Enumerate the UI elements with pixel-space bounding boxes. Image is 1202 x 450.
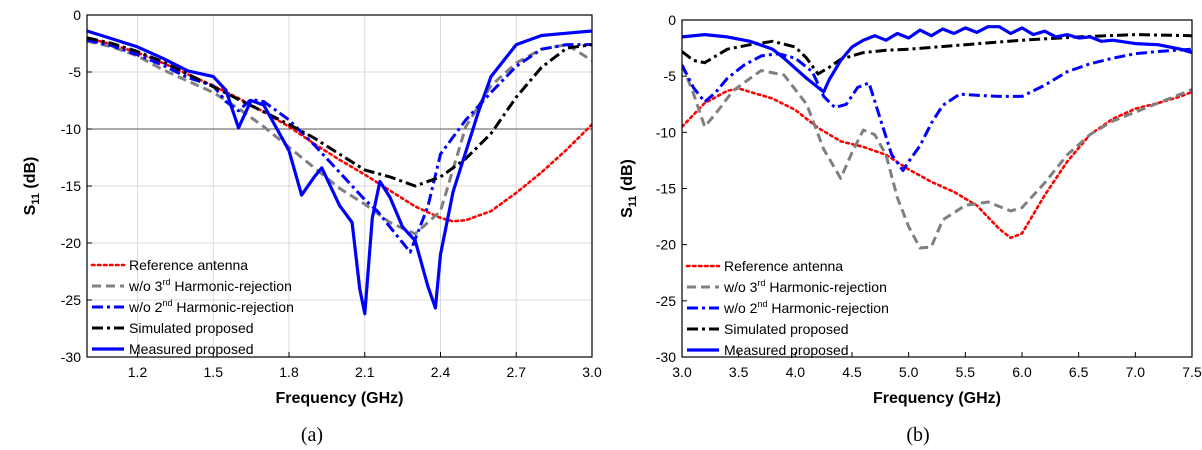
x-tick-label-8: 7.0 <box>1126 364 1146 380</box>
legend-label-0: Reference antenna <box>129 257 248 273</box>
y-axis-label: S11 (dB) <box>22 157 42 216</box>
y-axis-label-sub: 11 <box>30 193 42 205</box>
panel-caption: (a) <box>301 424 323 446</box>
legend: Reference antenna w/o 3rd Harmonic-reject… <box>90 257 294 357</box>
x-tick-label-9: 7.5 <box>1182 364 1202 380</box>
legend-label-part: Harmonic-rejection <box>767 300 888 316</box>
legend-label-superscript: rd <box>757 278 765 288</box>
x-tick-label-5: 2.7 <box>507 364 527 380</box>
series-line-4 <box>87 29 592 316</box>
legend-label-superscript: rd <box>162 277 170 287</box>
y-tick-label-3: -15 <box>61 178 81 194</box>
x-tick-label-5: 5.5 <box>956 364 976 380</box>
chart-panel-a: 1.2 1.5 1.8 2.1 2.4 2.7 3.0 0 -5 -10 -15 -20 -25 -30 F… <box>22 7 602 446</box>
legend-label-4: Measured proposed <box>724 342 849 358</box>
legend-label-4: Measured proposed <box>129 341 254 357</box>
series-line-3 <box>87 36 592 188</box>
legend-label-superscript: nd <box>757 299 767 309</box>
legend-label-part: w/o 3 <box>128 278 163 294</box>
legend-label-part: Harmonic-rejection <box>170 278 291 294</box>
x-axis-label: Frequency (GHz) <box>275 390 403 407</box>
x-tick-label-3: 4.5 <box>842 364 862 380</box>
x-tick-label-0: 1.2 <box>128 364 148 380</box>
x-tick-label-3: 2.1 <box>355 364 375 380</box>
legend-label-2: w/o 2nd Harmonic-rejection <box>128 298 294 315</box>
x-tick-label-6: 6.0 <box>1012 364 1032 380</box>
legend-label-part: w/o 3 <box>723 279 758 295</box>
legend-label-0: Reference antenna <box>724 258 843 274</box>
y-axis-label-rest: (dB) <box>22 157 39 193</box>
x-tick-label-4: 5.0 <box>899 364 919 380</box>
x-tick-label-7: 6.5 <box>1069 364 1089 380</box>
y-tick-label-4: -20 <box>61 235 81 251</box>
legend-label-3: Simulated proposed <box>129 320 254 336</box>
legend-label-part: Harmonic-rejection <box>765 279 886 295</box>
y-tick-label-0: 0 <box>73 7 81 23</box>
series-line-2 <box>682 47 1192 172</box>
y-tick-label-5: -25 <box>656 293 676 309</box>
x-axis-label: Frequency (GHz) <box>873 390 1001 407</box>
y-tick-label-1: -5 <box>69 64 82 80</box>
legend-label-part: w/o 2 <box>723 300 758 316</box>
series-line-1 <box>87 39 592 236</box>
legend: Reference antenna w/o 3rd Harmonic-reject… <box>685 258 889 358</box>
y-tick-label-3: -15 <box>656 181 676 197</box>
x-tick-label-2: 1.8 <box>279 364 299 380</box>
series-line-1 <box>682 64 1192 250</box>
y-axis-label-main: S <box>22 204 39 215</box>
series-group <box>87 29 592 316</box>
legend-label-part: w/o 2 <box>128 299 163 315</box>
series-line-4 <box>682 25 1192 94</box>
x-tick-label-4: 2.4 <box>431 364 451 380</box>
y-tick-label-2: -10 <box>656 124 676 140</box>
y-tick-label-6: -30 <box>656 349 676 365</box>
series-group <box>682 25 1192 250</box>
legend-label-2: w/o 2nd Harmonic-rejection <box>723 299 889 316</box>
y-tick-label-4: -20 <box>656 237 676 253</box>
y-axis-label-main: S <box>619 207 636 218</box>
y-tick-label-1: -5 <box>664 68 677 84</box>
x-tick-label-1: 1.5 <box>204 364 224 380</box>
legend-label-3: Simulated proposed <box>724 321 849 337</box>
legend-label-part: Harmonic-rejection <box>172 299 293 315</box>
series-line-3 <box>682 33 1192 76</box>
x-tick-label-2: 4.0 <box>786 364 806 380</box>
x-tick-label-0: 3.0 <box>672 364 692 380</box>
legend-label-superscript: nd <box>162 298 172 308</box>
y-axis-label: S11 (dB) <box>619 159 639 218</box>
y-axis-label-sub: 11 <box>627 196 639 208</box>
chart-panel-b: 3.0 3.5 4.0 4.5 5.0 5.5 6.0 6.5 7.0 7.5 0 -5 -10 -15 -… <box>619 12 1202 446</box>
x-tick-label-6: 3.0 <box>582 364 602 380</box>
series-line-0 <box>682 87 1192 240</box>
panel-caption: (b) <box>906 424 929 446</box>
legend-label-1: w/o 3rd Harmonic-rejection <box>128 277 292 294</box>
y-tick-label-0: 0 <box>668 12 676 28</box>
y-axis-label-rest: (dB) <box>619 159 636 195</box>
y-tick-label-2: -10 <box>61 121 81 137</box>
legend-label-1: w/o 3rd Harmonic-rejection <box>723 278 887 295</box>
y-tick-label-6: -30 <box>61 349 81 365</box>
x-tick-label-1: 3.5 <box>729 364 749 380</box>
y-tick-label-5: -25 <box>61 292 81 308</box>
